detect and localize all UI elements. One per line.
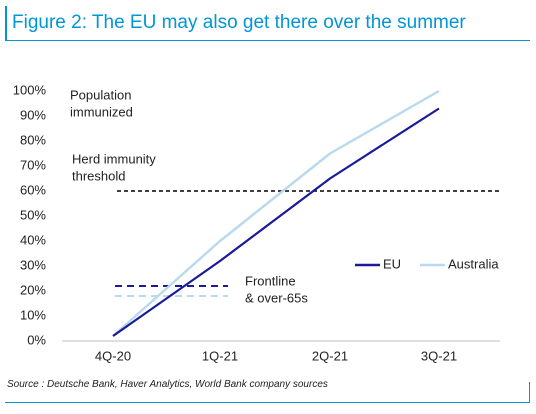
page-title: Figure 2: The EU may also get there over…	[12, 12, 466, 33]
y-tick-label: 80%	[20, 132, 46, 147]
eu-series-line	[112, 107, 440, 337]
y-tick-label: 30%	[20, 257, 46, 272]
legend-label-eu: EU	[383, 256, 401, 271]
ylabel-annotation: immunized	[70, 104, 133, 119]
y-tick-label: 100%	[13, 82, 47, 97]
footer-rule	[5, 402, 530, 403]
legend-label-australia: Australia	[448, 256, 499, 271]
herd-threshold-label: threshold	[72, 168, 125, 183]
x-tick-label: 1Q-21	[202, 348, 238, 363]
y-tick-label: 0%	[27, 332, 46, 347]
frontline-label: Frontline	[245, 273, 296, 288]
x-tick-label: 3Q-21	[421, 348, 457, 363]
y-tick-label: 50%	[20, 207, 46, 222]
y-tick-label: 10%	[20, 307, 46, 322]
x-tick-label: 2Q-21	[312, 348, 348, 363]
y-tick-label: 70%	[20, 157, 46, 172]
frontline-label: & over-65s	[245, 290, 308, 305]
footer-corner	[529, 382, 530, 403]
title-accent-bar	[5, 6, 7, 40]
y-tick-label: 60%	[20, 182, 46, 197]
y-tick-label: 40%	[20, 232, 46, 247]
x-tick-label: 4Q-20	[95, 348, 131, 363]
title-underline	[5, 40, 530, 41]
y-tick-label: 20%	[20, 282, 46, 297]
herd-threshold-label: Herd immunity	[72, 151, 156, 166]
source-note: Source : Deutsche Bank, Haver Analytics,…	[7, 379, 328, 390]
ylabel-annotation: Population	[70, 87, 131, 102]
y-tick-label: 90%	[20, 107, 46, 122]
australia-series-line	[112, 89, 440, 337]
